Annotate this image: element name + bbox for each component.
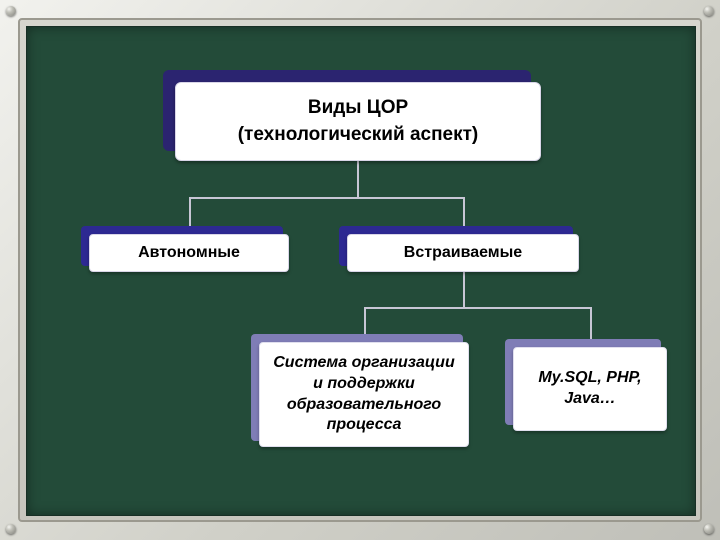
mid-node-label: Автономные bbox=[138, 244, 240, 261]
connector bbox=[463, 272, 465, 307]
connector bbox=[357, 158, 359, 197]
board-inner-rim: Виды ЦОР (технологический аспект) Автоно… bbox=[18, 18, 702, 522]
connector bbox=[189, 197, 465, 199]
connector bbox=[463, 197, 465, 226]
root-node-title-line1: Виды ЦОР bbox=[194, 95, 522, 122]
board-frame: Виды ЦОР (технологический аспект) Автоно… bbox=[0, 0, 720, 540]
connector bbox=[364, 307, 592, 309]
chalkboard: Виды ЦОР (технологический аспект) Автоно… bbox=[26, 26, 696, 516]
frame-screw-icon bbox=[704, 6, 714, 16]
frame-screw-icon bbox=[6, 6, 16, 16]
connector bbox=[189, 197, 191, 226]
connector bbox=[590, 307, 592, 339]
leaf-node-label: Система организации и поддержки образова… bbox=[273, 354, 454, 433]
connector bbox=[364, 307, 366, 334]
frame-screw-icon bbox=[6, 524, 16, 534]
leaf-node-system: Система организации и поддержки образова… bbox=[259, 342, 469, 447]
leaf-node-label: My.SQL, PHP, Java… bbox=[538, 369, 641, 407]
mid-node-label: Встраиваемые bbox=[404, 244, 522, 261]
frame-screw-icon bbox=[704, 524, 714, 534]
root-node: Виды ЦОР (технологический аспект) bbox=[175, 82, 541, 161]
root-node-title-line2: (технологический аспект) bbox=[194, 122, 522, 149]
mid-node-embeddable: Встраиваемые bbox=[347, 234, 579, 272]
leaf-node-tech: My.SQL, PHP, Java… bbox=[513, 347, 667, 431]
mid-node-autonomous: Автономные bbox=[89, 234, 289, 272]
